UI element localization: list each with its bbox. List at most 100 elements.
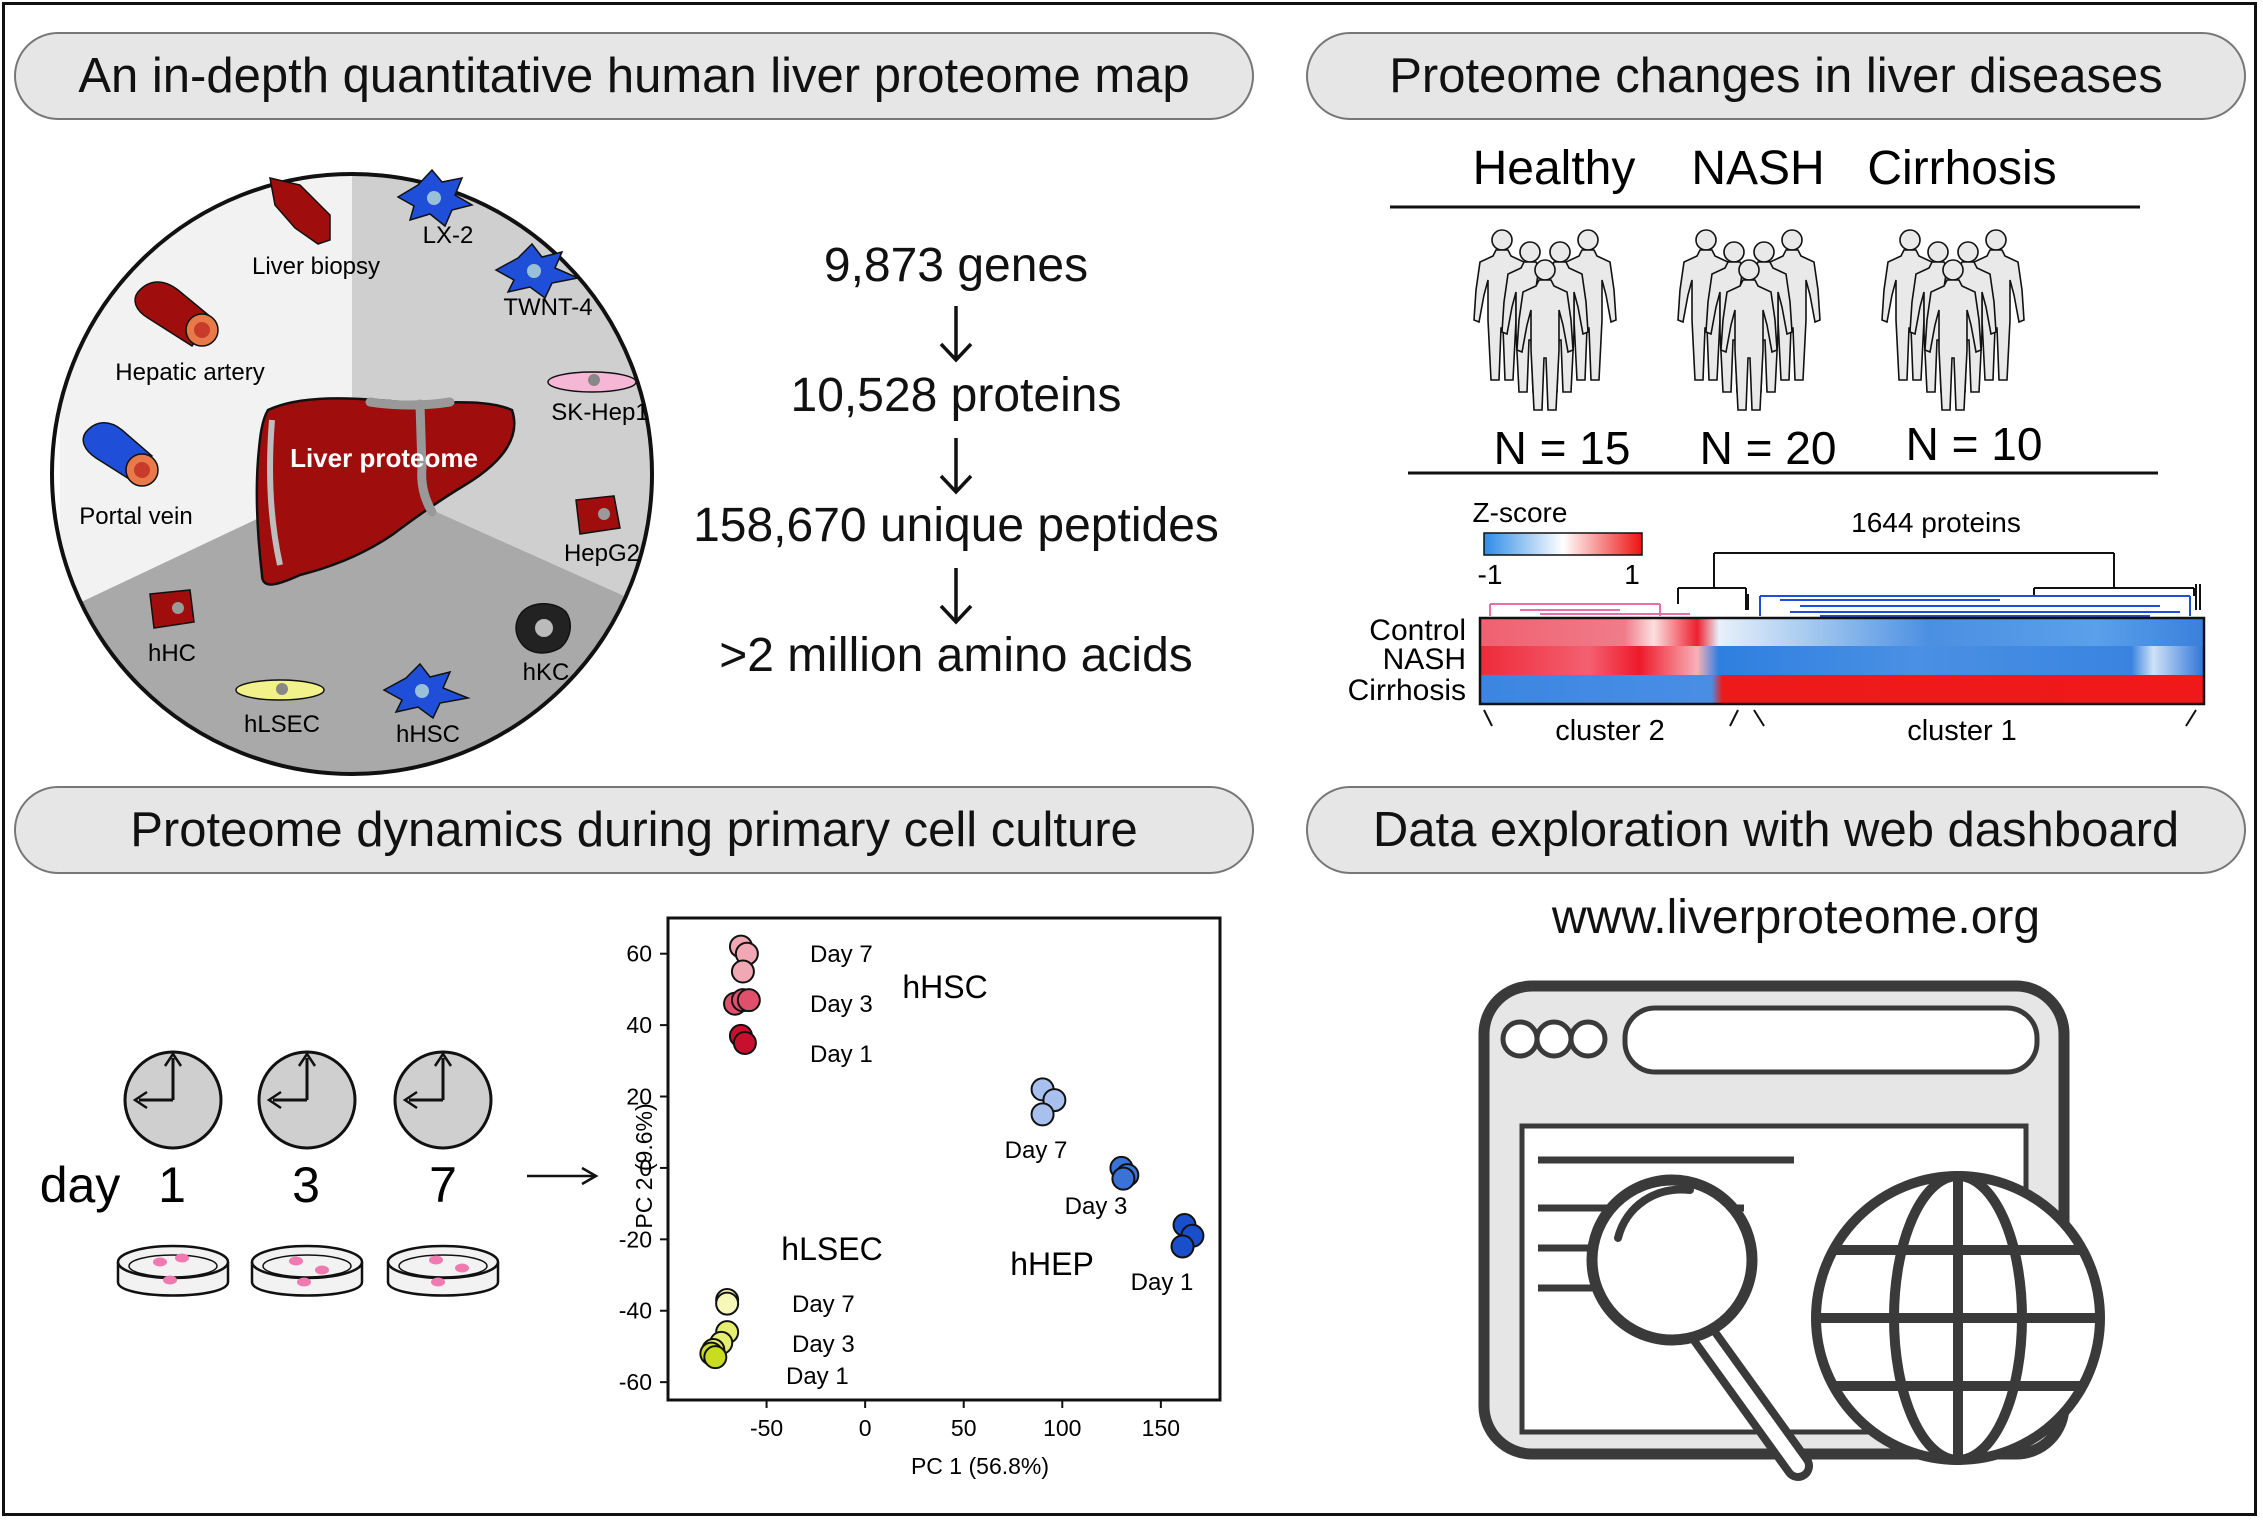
pca-group-label-hlsec: hLSEC: [781, 1231, 882, 1267]
pca-y-tick-label: -60: [619, 1369, 652, 1395]
pca-y-tick-label: 20: [626, 1084, 652, 1110]
pca-point-hlsec-day7: [715, 1291, 740, 1316]
pca-y-axis-label: PC 2 (9.6%): [631, 1103, 657, 1228]
pca-label-hhsc-day7: Day 7: [810, 941, 873, 968]
label-hhsc: hHSC: [396, 721, 460, 748]
stat-proteins: 10,528 proteins: [790, 369, 1122, 422]
clock-day7-icon: [393, 1050, 493, 1150]
petri-dish-day7-icon: [386, 1244, 500, 1297]
liver-biopsy-icon: [269, 177, 331, 245]
liver-vessel-center: [365, 397, 455, 517]
protein-count: 1644 proteins: [1851, 507, 2021, 538]
hepg2-cell-icon: [575, 495, 621, 535]
liver-vessel-left: [267, 419, 283, 566]
stat-genes: 9,873 genes: [823, 239, 1089, 292]
circle-outline: [50, 172, 654, 776]
browser-dot-3-icon: [1568, 1019, 1608, 1059]
label-lx2: LX-2: [423, 222, 474, 249]
panel-title-cell-culture: Proteome dynamics during primary cell cu…: [14, 786, 1254, 874]
label-hepg2: HepG2: [564, 540, 640, 567]
pca-point-hhsc-day1: [732, 1030, 757, 1055]
label-sk-hep1: SK-Hep1: [551, 399, 648, 426]
petri-dish-day1-icon: [116, 1244, 230, 1297]
zscore-colorbar: [1483, 532, 1643, 556]
pca-label-hlsec-day7: Day 7: [792, 1291, 855, 1318]
row-label-control: Control: [1369, 614, 1466, 647]
hlsec-nucleus-icon: [276, 683, 288, 695]
heatmap-row-control: [1480, 618, 2204, 646]
magnifying-glass-icon: [1586, 1174, 1813, 1481]
day-7-label: 7: [429, 1157, 457, 1213]
n-healthy: N = 15: [1494, 422, 1631, 474]
clock-day3-icon: [257, 1050, 357, 1150]
pca-label-hhep-day7: Day 7: [1005, 1137, 1068, 1164]
hhc-nucleus-icon: [172, 602, 184, 614]
zscore-max: 1: [1624, 559, 1640, 590]
pca-y-tick-label: -20: [619, 1226, 652, 1252]
pca-point-hhsc-day3: [736, 988, 761, 1013]
panel-title-liver-diseases: Proteome changes in liver diseases: [1306, 32, 2246, 120]
row-label-nash: NASH: [1383, 643, 1466, 676]
label-twnt4: TWNT-4: [503, 294, 592, 321]
pca-x-tick-label: 150: [1142, 1415, 1180, 1441]
lx2-cell-icon: [396, 168, 474, 228]
label-hhc: hHC: [148, 640, 196, 667]
dashboard-url[interactable]: www.liverproteome.org: [1551, 891, 2041, 944]
hepg2-nucleus-icon: [598, 508, 610, 520]
pca-label-hhep-day3: Day 3: [1065, 1193, 1128, 1220]
hhsc-cell-icon: [382, 662, 471, 720]
pca-point-hhep-day3: [1111, 1166, 1136, 1191]
n-nash: N = 20: [1700, 422, 1837, 474]
day-3-label: 3: [292, 1157, 320, 1213]
pca-label-hhep-day1: Day 1: [1131, 1269, 1194, 1296]
pca-label-hhsc-day3: Day 3: [810, 991, 873, 1018]
cluster-brackets: [1483, 709, 2197, 727]
heatmap-border: [1478, 616, 2206, 706]
pca-y-tick-label: 0: [639, 1155, 652, 1181]
liver-proteome-label: Liver proteome: [290, 443, 478, 473]
group-cirrhosis: Cirrhosis: [1867, 142, 2056, 195]
group-healthy: Healthy: [1473, 142, 1636, 195]
pca-point-hhsc-day7: [730, 959, 755, 984]
pca-y-tick-label: 60: [626, 941, 652, 967]
sk-hep1-nucleus-icon: [588, 374, 600, 386]
pca-x-tick-label: 50: [951, 1415, 977, 1441]
browser-dot-2-icon: [1534, 1019, 1574, 1059]
stats-arrows: [939, 306, 973, 625]
pca-group-label-hhsc: hHSC: [902, 969, 987, 1005]
pca-point-hhep-day1: [1170, 1234, 1195, 1259]
hepatic-artery-core-icon: [194, 322, 210, 338]
hkc-nucleus-icon: [535, 619, 553, 637]
globe-icon: [1811, 1171, 2105, 1465]
row-label-cirrhosis: Cirrhosis: [1348, 674, 1466, 707]
pca-x-tick-label: 0: [859, 1415, 872, 1441]
primary-cells-sector: [60, 474, 652, 774]
twnt4-cell-icon: [494, 242, 581, 300]
zscore-title: Z-score: [1473, 497, 1568, 528]
stat-amino-acids: >2 million amino acids: [719, 629, 1193, 682]
n-cirrhosis: N = 10: [1906, 418, 2043, 470]
heatmap-row-nash: [1480, 646, 2204, 675]
label-hepatic-artery: Hepatic artery: [115, 359, 264, 386]
clock-day1-icon: [123, 1050, 223, 1150]
pca-point-hhep-day7: [1030, 1102, 1055, 1127]
pca-point-hlsec-day1: [703, 1345, 728, 1370]
pca-x-axis-label: PC 1 (56.8%): [911, 1453, 1049, 1479]
label-liver-biopsy: Liver biopsy: [252, 253, 380, 280]
arrow-to-pca-icon: [527, 1166, 599, 1186]
stat-peptides: 158,670 unique peptides: [693, 499, 1219, 552]
browser-dot-1-icon: [1500, 1019, 1540, 1059]
group-nash: NASH: [1691, 142, 1824, 195]
label-portal-vein: Portal vein: [79, 503, 192, 530]
panel-title-proteome-map: An in-depth quantitative human liver pro…: [14, 32, 1254, 120]
hhc-cell-icon: [149, 589, 195, 629]
browser-address-bar-icon: [1622, 1005, 2040, 1075]
cluster-2-label: cluster 2: [1555, 715, 1665, 747]
portal-vein-core-icon: [134, 462, 150, 478]
